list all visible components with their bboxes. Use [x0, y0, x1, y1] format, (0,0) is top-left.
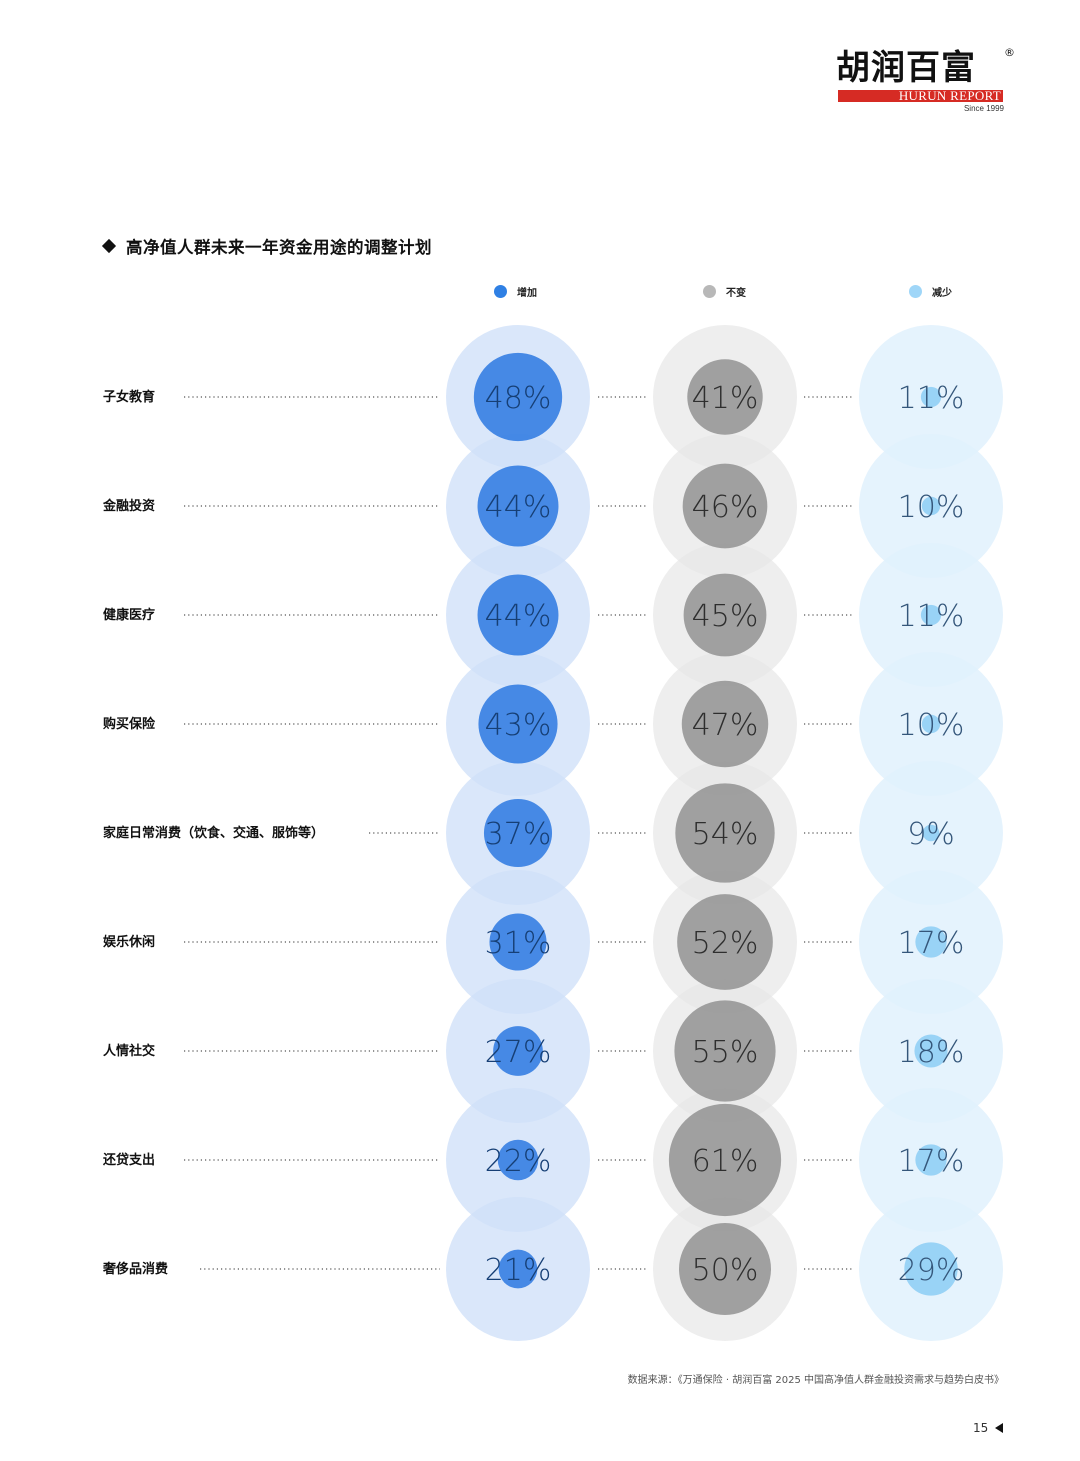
- bubble-value: [498, 1249, 538, 1289]
- bubble-value: [904, 1242, 958, 1296]
- category-label-education: 子女教育: [103, 390, 156, 405]
- data-label: 9%: [907, 817, 955, 852]
- page-number-text: 15: [973, 1421, 989, 1435]
- category-label-luxury: 奢侈品消费: [103, 1262, 169, 1277]
- bubble-value: [920, 386, 942, 408]
- category-label-insurance: 购买保险: [103, 717, 156, 732]
- page-arrow-icon: [995, 1423, 1004, 1433]
- bubble-value: [675, 783, 775, 883]
- chart-title-block: 高净值人群未来一年资金用途的调整计划: [101, 234, 432, 258]
- bubble-value: [477, 574, 559, 656]
- legend-same-dot-icon: [703, 285, 716, 298]
- bubble-value: [687, 359, 763, 435]
- legend-increase-label: 增加: [517, 288, 537, 299]
- logo-since: Since 1999: [963, 104, 1004, 113]
- registered-mark: ®: [1004, 46, 1015, 59]
- legend-increase-dot-icon: [494, 285, 507, 298]
- data-label: 21%: [485, 1253, 552, 1288]
- category-label-entertainment: 娱乐休闲: [103, 935, 156, 950]
- bubble-value: [497, 1139, 539, 1181]
- data-label: 10%: [898, 708, 965, 743]
- bubble-value: [922, 824, 940, 842]
- bubble-value: [677, 894, 773, 990]
- data-label: 22%: [485, 1144, 552, 1179]
- data-label: 46%: [692, 490, 759, 525]
- category-label-loan-repayment: 还贷支出: [103, 1153, 156, 1168]
- data-label: 41%: [692, 381, 759, 416]
- bubble-value: [682, 463, 768, 549]
- category-label-financial-investment: 金融投资: [103, 499, 156, 514]
- data-label: 29%: [898, 1253, 965, 1288]
- bubble-value: [914, 1034, 948, 1068]
- data-label: 52%: [692, 926, 759, 961]
- legend-decrease-dot-icon: [909, 285, 922, 298]
- category-label-social: 人情社交: [103, 1044, 156, 1059]
- data-label: 43%: [485, 708, 552, 743]
- data-label: 37%: [485, 817, 552, 852]
- logo-chinese-name: 胡润百富: [836, 48, 976, 88]
- bubble-value: [489, 913, 547, 971]
- logo-english-name: HURUN REPORT: [898, 88, 1001, 103]
- bubble-value: [483, 798, 553, 868]
- data-label: 31%: [485, 926, 552, 961]
- data-label: 54%: [692, 817, 759, 852]
- legend-decrease-label: 减少: [932, 288, 952, 299]
- data-label: 44%: [485, 599, 552, 634]
- category-label-daily-consumption: 家庭日常消费（饮食、交通、服饰等）: [103, 826, 325, 841]
- bubble-value: [679, 1223, 771, 1315]
- bubble-value: [915, 1144, 947, 1176]
- bubble-value: [674, 1000, 776, 1102]
- data-label: 45%: [692, 599, 759, 634]
- data-label: 55%: [692, 1035, 759, 1070]
- legend-same-label: 不变: [726, 288, 746, 299]
- bubble-value: [668, 1103, 782, 1217]
- data-label: 17%: [898, 1144, 965, 1179]
- data-label: 17%: [898, 926, 965, 961]
- bubble-value: [915, 926, 947, 958]
- legend-decrease: 减少: [909, 284, 952, 299]
- bubble-value: [921, 496, 941, 516]
- bubble-value: [493, 1026, 543, 1076]
- data-label: 61%: [692, 1144, 759, 1179]
- data-label: 47%: [692, 708, 759, 743]
- chart-title: 高净值人群未来一年资金用途的调整计划: [126, 238, 432, 257]
- data-label: 44%: [485, 490, 552, 525]
- data-source-note: 数据来源：《万通保险 · 胡润百富 2025 中国高净值人群金融投资需求与趋势白…: [627, 1375, 1004, 1386]
- data-label: 11%: [898, 599, 965, 634]
- bubble-value: [683, 573, 767, 657]
- category-label-healthcare: 健康医疗: [103, 608, 156, 623]
- bubble-value: [473, 352, 563, 442]
- page-number: 15: [973, 1421, 1004, 1435]
- legend-same: 不变: [703, 284, 746, 299]
- bubble-value: [478, 684, 558, 764]
- data-label: 11%: [898, 381, 965, 416]
- logo-red-bar: HURUN REPORT: [838, 88, 1003, 103]
- data-label: 48%: [485, 381, 552, 416]
- bubble-value: [921, 714, 941, 734]
- bubble-value: [477, 465, 559, 547]
- bubble-value: [920, 604, 942, 626]
- data-label: 10%: [898, 490, 965, 525]
- bubble-value: [681, 680, 769, 768]
- hurun-logo: 胡润百富 ® HURUN REPORT Since 1999: [836, 46, 1016, 118]
- data-label: 50%: [692, 1253, 759, 1288]
- data-label: 27%: [485, 1035, 552, 1070]
- data-label: 18%: [898, 1035, 965, 1070]
- legend-increase: 增加: [494, 284, 537, 299]
